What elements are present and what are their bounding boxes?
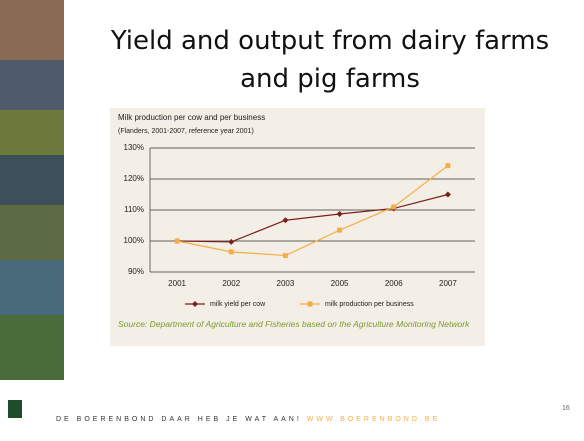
y-tick-label: 100% <box>124 236 144 245</box>
point-marker <box>282 217 289 224</box>
photo <box>0 205 64 260</box>
point-marker <box>192 301 198 307</box>
y-tick-label: 110% <box>124 205 144 214</box>
legend-label: milk yield per cow <box>210 301 266 308</box>
point-marker <box>336 211 343 218</box>
point-marker <box>444 191 451 198</box>
photo <box>0 155 64 205</box>
x-tick-label: 2001 <box>168 279 186 288</box>
chart-subtitle: (Flanders, 2001-2007, reference year 200… <box>118 128 254 135</box>
point-marker <box>337 227 343 233</box>
page-number: 16 <box>562 405 570 412</box>
photo <box>0 60 64 110</box>
logo <box>8 400 22 418</box>
chart: Milk production per cow and per business… <box>110 108 485 346</box>
photo-strip <box>0 0 64 418</box>
point-marker <box>391 204 397 210</box>
slide-title: Yield and output from dairy farms and pi… <box>110 26 550 94</box>
photo <box>0 110 64 155</box>
y-tick-label: 130% <box>124 143 144 152</box>
point-marker <box>228 249 234 255</box>
point-marker <box>445 163 451 169</box>
x-tick-label: 2005 <box>331 279 349 288</box>
series-line <box>176 165 449 257</box>
y-tick-label: 90% <box>128 267 144 276</box>
footer-url: WWW.BOERENBOND.BE <box>306 416 441 423</box>
chart-background <box>110 108 485 346</box>
photo <box>0 260 64 315</box>
photo <box>0 0 64 60</box>
point-marker <box>228 238 235 245</box>
chart-title: Milk production per cow and per business <box>118 113 265 122</box>
point-marker <box>307 301 313 307</box>
y-tick-label: 120% <box>124 174 144 183</box>
series-line <box>177 193 449 243</box>
photo <box>0 315 64 380</box>
legend-label: milk production per business <box>325 301 414 308</box>
x-tick-label: 2003 <box>277 279 295 288</box>
footer: DE BOERENBOND DAAR HEB JE WAT AAN! WWW.B… <box>56 416 440 423</box>
source-note: Source: Department of Agriculture and Fi… <box>118 319 470 329</box>
point-marker <box>174 238 180 244</box>
footer-slogan: DE BOERENBOND DAAR HEB JE WAT AAN! <box>56 416 302 423</box>
x-tick-label: 2006 <box>385 279 403 288</box>
x-tick-label: 2007 <box>439 279 457 288</box>
x-tick-label: 2002 <box>222 279 240 288</box>
point-marker <box>282 253 288 259</box>
